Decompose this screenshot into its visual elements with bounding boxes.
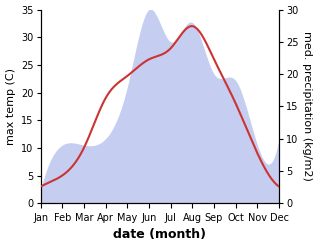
Y-axis label: med. precipitation (kg/m2): med. precipitation (kg/m2): [302, 31, 313, 181]
Y-axis label: max temp (C): max temp (C): [5, 68, 16, 145]
X-axis label: date (month): date (month): [113, 228, 206, 242]
